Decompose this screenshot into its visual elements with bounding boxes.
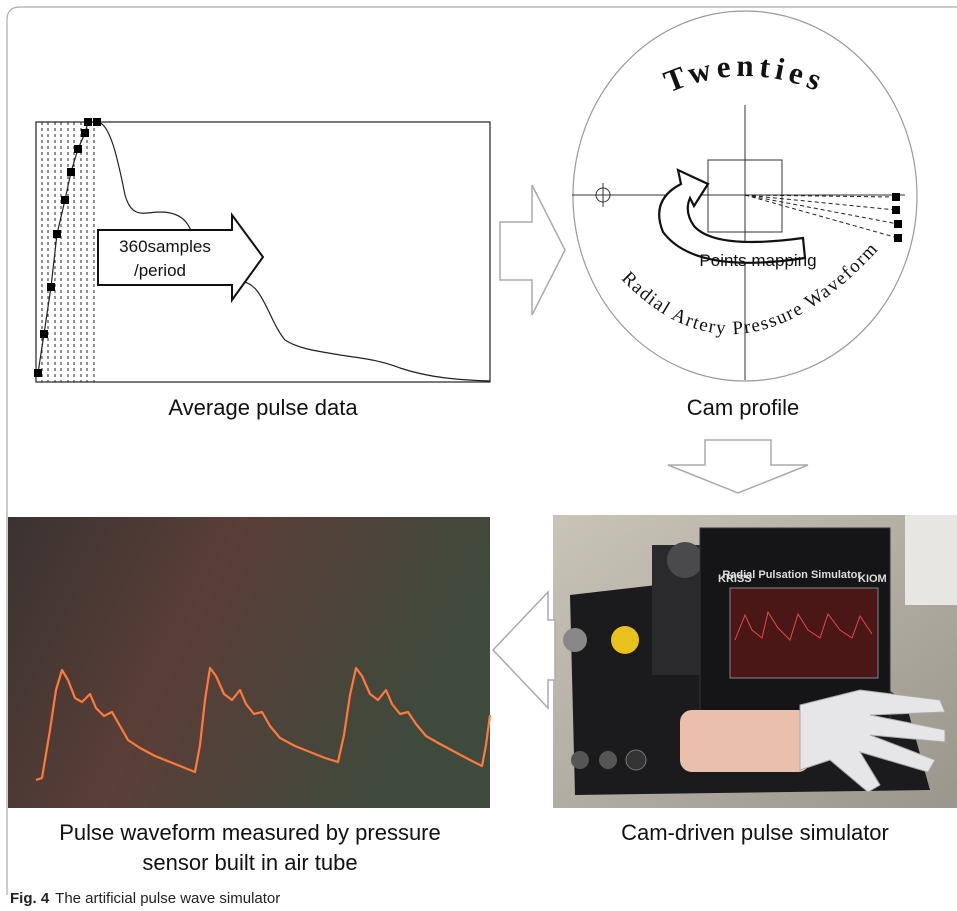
block-arrow bbox=[97, 211, 265, 304]
sample-point bbox=[67, 168, 75, 176]
sample-point bbox=[74, 145, 82, 153]
mapped-point bbox=[892, 206, 900, 214]
mapped-point bbox=[894, 234, 902, 242]
sample-point bbox=[34, 369, 42, 377]
scope-photo bbox=[8, 517, 490, 808]
mapped-point bbox=[894, 220, 902, 228]
flow-arrow bbox=[491, 590, 556, 710]
hub bbox=[707, 159, 783, 233]
sample-link bbox=[37, 121, 97, 374]
mapped-point bbox=[892, 193, 900, 201]
scope-wave bbox=[35, 666, 492, 782]
button bbox=[571, 751, 589, 769]
photo-text: KIOM bbox=[858, 573, 887, 585]
knob bbox=[625, 749, 647, 771]
screen bbox=[729, 587, 879, 679]
arrow-text: 360samples bbox=[119, 237, 211, 256]
panel-label: Pulse waveform measured by pressure bbox=[59, 820, 441, 845]
sample-lines bbox=[41, 122, 95, 382]
panel-label: Cam-driven pulse simulator bbox=[621, 820, 889, 845]
sample-point bbox=[47, 283, 55, 291]
mapping-arrow bbox=[658, 168, 807, 264]
mapping-line bbox=[744, 194, 897, 211]
mapped-points bbox=[892, 193, 902, 242]
arrow-text: /period bbox=[134, 261, 186, 280]
photo-text: Radial Pulsation Simulator bbox=[722, 569, 862, 581]
hand-model bbox=[799, 689, 946, 793]
caption: Fig. 4 The artificial pulse wave simulato… bbox=[10, 890, 280, 907]
sample-point bbox=[61, 196, 69, 204]
screen-wave bbox=[734, 610, 873, 641]
sample-point bbox=[40, 330, 48, 338]
frame bbox=[6, 6, 957, 895]
cam-wheel bbox=[667, 542, 703, 578]
flow-arrow bbox=[499, 184, 566, 316]
caption-label: Fig. 4 bbox=[10, 890, 50, 907]
gauge bbox=[563, 628, 587, 652]
sample-point bbox=[84, 118, 92, 126]
sample-point bbox=[93, 118, 101, 126]
caption-text: The artificial pulse wave simulator bbox=[55, 890, 280, 907]
mapping-line bbox=[744, 194, 899, 225]
button bbox=[599, 751, 617, 769]
photo-text: KRISS bbox=[718, 573, 752, 585]
panel-label: sensor built in air tube bbox=[142, 850, 357, 875]
valve bbox=[611, 626, 639, 654]
photo-wall bbox=[905, 515, 957, 605]
sample-points bbox=[34, 118, 101, 377]
sample-point bbox=[81, 129, 89, 137]
sample-point bbox=[53, 230, 61, 238]
panel-label: Average pulse data bbox=[168, 395, 358, 420]
mapping-line bbox=[744, 194, 899, 239]
panel-label: Cam profile bbox=[687, 395, 799, 420]
arm-model bbox=[680, 710, 810, 772]
mapping-text: Points mapping bbox=[699, 251, 816, 270]
flow-arrow bbox=[667, 439, 809, 494]
mapping-lines bbox=[744, 194, 899, 239]
